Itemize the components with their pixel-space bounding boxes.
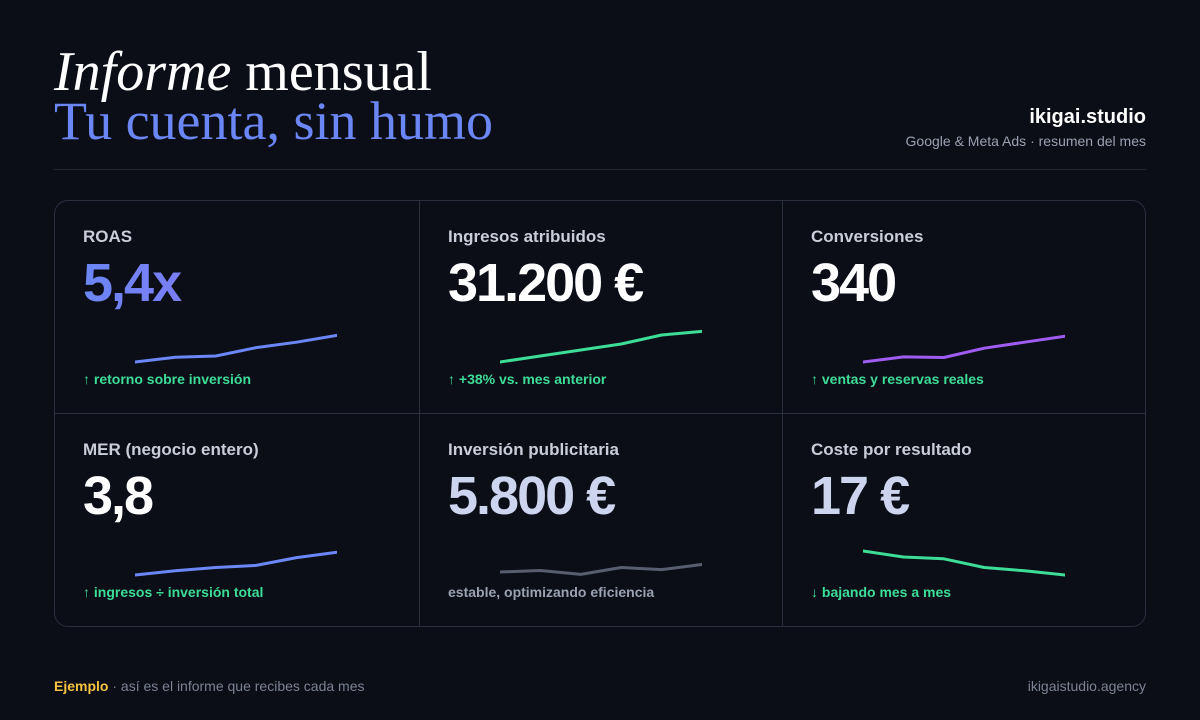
metric-label: ROAS (83, 227, 133, 246)
metric-card-conversiones: Conversiones 340 ↑ ventas y reservas rea… (782, 201, 1145, 413)
metric-note: ↑ ventas y reservas reales (811, 371, 984, 387)
footer-caption: Ejemplo · así es el informe que recibes … (54, 678, 365, 694)
page-title-italic: Informe (54, 41, 232, 103)
sparkline-path (500, 329, 702, 364)
page-title-rest: mensual (245, 41, 432, 103)
sparkline (135, 333, 337, 364)
footer-url[interactable]: ikigaistudio.agency (1027, 678, 1146, 694)
metric-label: MER (negocio entero) (83, 440, 259, 459)
metric-value: 5.800 € (448, 466, 616, 526)
metric-label: Conversiones (811, 227, 924, 246)
metric-value: 31.200 € (448, 253, 644, 313)
brand-name: ikigai.studio (1029, 106, 1146, 128)
sparkline (863, 334, 1065, 364)
metrics-grid: ROAS 5,4x ↑ retorno sobre inversión Ingr… (54, 200, 1146, 627)
sparkline-path (863, 549, 1065, 577)
footer-text: así es el informe que recibes cada mes (120, 678, 365, 694)
metric-label: Inversión publicitaria (448, 440, 619, 459)
metric-card-coste: Coste por resultado 17 € ↓ bajando mes a… (782, 413, 1145, 626)
metric-note: estable, optimizando eficiencia (448, 584, 655, 600)
metric-value: 17 € (811, 466, 910, 526)
metric-note: ↓ bajando mes a mes (811, 584, 952, 600)
metric-value: 5,4x (83, 253, 391, 313)
sparkline (500, 329, 702, 364)
metric-label: Coste por resultado (811, 440, 972, 459)
sparkline-path (135, 550, 337, 577)
footer-separator: · (112, 678, 118, 694)
metric-card-inversion: Inversión publicitaria 5.800 € estable, … (419, 413, 782, 626)
metric-card-mer: MER (negocio entero) 3,8 ↑ ingresos ÷ in… (55, 413, 419, 626)
header: Informe mensual Tu cuenta, sin humo ikig… (54, 44, 1146, 170)
example-tag: Ejemplo (54, 678, 109, 694)
sparkline (863, 549, 1065, 577)
sparkline-path (500, 563, 702, 576)
metric-note: ↑ ingresos ÷ inversión total (83, 584, 264, 600)
metric-label: Ingresos atribuidos (448, 227, 606, 246)
sparkline (135, 550, 337, 577)
page-subtitle: Tu cuenta, sin humo (54, 91, 494, 151)
sparkline (500, 563, 702, 576)
brand-subtitle: Google & Meta Ads · resumen del mes (905, 133, 1146, 149)
brand-block: ikigai.studio Google & Meta Ads · resume… (906, 105, 1146, 149)
metric-value: 3,8 (83, 466, 154, 526)
sparkline-path (863, 334, 1065, 364)
metric-card-roas: ROAS 5,4x ↑ retorno sobre inversión (55, 201, 419, 413)
metric-value: 340 (811, 253, 897, 313)
page-title: Informe mensual (54, 44, 1146, 100)
metric-note: ↑ retorno sobre inversión (83, 371, 252, 387)
metric-card-ingresos: Ingresos atribuidos 31.200 € ↑ +38% vs. … (419, 201, 782, 413)
sparkline-path (135, 333, 337, 364)
metric-note: ↑ +38% vs. mes anterior (448, 371, 607, 387)
